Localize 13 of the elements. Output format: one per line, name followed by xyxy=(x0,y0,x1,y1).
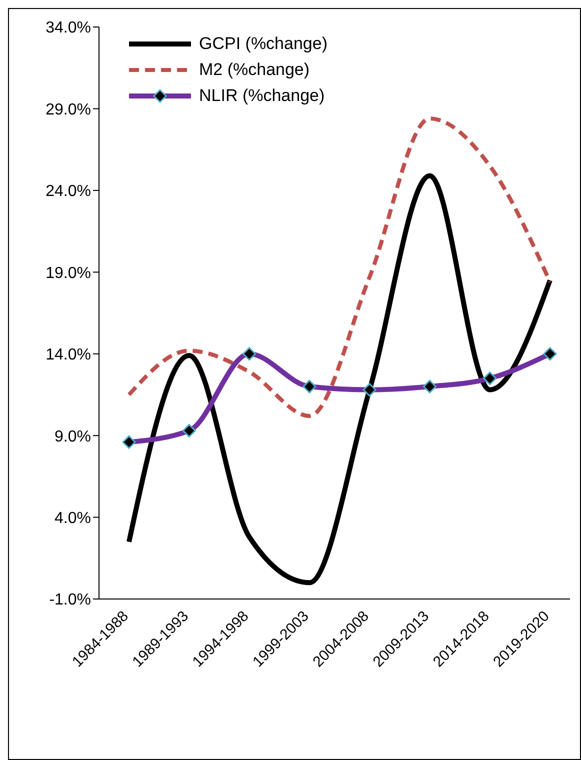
y-tick-label: 14.0% xyxy=(46,346,91,364)
legend-label: M2 (%change) xyxy=(199,59,310,81)
y-tick-label: 24.0% xyxy=(46,183,91,200)
y-tick-label: 19.0% xyxy=(46,264,91,282)
point xyxy=(362,383,376,397)
legend-label: NLIR (%change) xyxy=(199,85,325,107)
y-tick-label: 34.0% xyxy=(46,20,91,37)
y-tick-label: 4.0% xyxy=(54,510,91,527)
y-tick-label: 29.0% xyxy=(46,101,91,118)
y-tick-label: 9.0% xyxy=(54,428,91,446)
y-tick-label: -1.0% xyxy=(49,592,91,609)
line-series xyxy=(127,116,552,418)
legend-label: GCPI (%change) xyxy=(199,33,328,55)
